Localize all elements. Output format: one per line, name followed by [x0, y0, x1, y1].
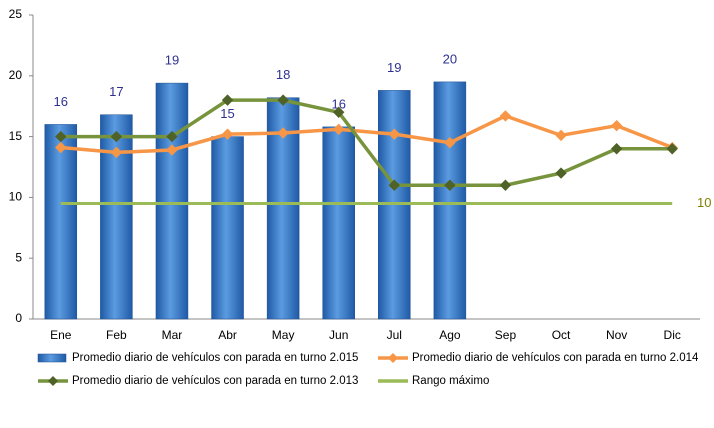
- value-label: 19: [387, 60, 401, 75]
- marker: [666, 143, 678, 155]
- x-tick-label: Abr: [218, 328, 237, 342]
- legend-label: Rango máximo: [412, 375, 489, 387]
- value-label: 20: [443, 51, 457, 66]
- marker: [388, 128, 400, 140]
- value-label: 16: [331, 96, 345, 111]
- marker: [166, 130, 178, 143]
- marker: [499, 110, 512, 122]
- marker: [499, 179, 512, 191]
- line: [60, 114, 673, 155]
- marker: [277, 94, 289, 106]
- value-label: 15: [220, 106, 234, 121]
- y-tick-label: 25: [9, 7, 23, 21]
- y-tick-label: 10: [9, 190, 23, 204]
- legend-label: Promedio diario de vehículos con parada …: [412, 352, 699, 364]
- y-tick-label: 0: [15, 311, 22, 325]
- marker: [221, 94, 234, 106]
- legend-label: Promedio diario de vehículos con parada …: [72, 375, 358, 387]
- marker: [610, 143, 623, 155]
- marker: [333, 123, 345, 136]
- x-tick-label: Ene: [50, 328, 72, 342]
- value-label: 18: [276, 67, 290, 82]
- marker: [55, 130, 67, 143]
- x-tick-label: Jul: [387, 328, 402, 342]
- value-label: 16: [54, 94, 68, 109]
- bar: [155, 82, 189, 320]
- y-tick-label: 15: [9, 129, 23, 143]
- marker: [610, 119, 623, 132]
- marker: [166, 144, 178, 156]
- marker: [388, 179, 400, 191]
- x-tick-label: Oct: [552, 328, 571, 342]
- y-tick-label: 20: [9, 68, 23, 82]
- marker: [555, 129, 567, 142]
- bar: [100, 114, 133, 320]
- x-tick-label: Ago: [439, 328, 461, 342]
- x-tick-label: Jun: [329, 328, 348, 342]
- x-tick-label: Feb: [106, 328, 127, 342]
- legend-label: Promedio diario de vehículos con parada …: [72, 352, 358, 364]
- marker: [444, 136, 456, 149]
- marker: [555, 167, 567, 179]
- line: [60, 98, 673, 187]
- marker: [110, 130, 123, 143]
- bar: [44, 124, 78, 320]
- legend-swatch: [37, 353, 67, 363]
- marker: [221, 128, 234, 140]
- value-label: 19: [165, 53, 179, 68]
- x-tick-label: Sep: [495, 328, 517, 342]
- legend-marker: [48, 376, 58, 386]
- bar: [322, 126, 355, 320]
- bar: [433, 81, 467, 320]
- marker: [444, 179, 456, 191]
- x-tick-label: Mar: [162, 328, 183, 342]
- value-label: 10: [697, 195, 711, 210]
- marker: [333, 106, 345, 118]
- marker: [55, 141, 67, 154]
- x-tick-label: May: [272, 328, 295, 342]
- y-tick-label: 5: [15, 250, 22, 264]
- marker: [277, 127, 289, 139]
- bar: [211, 136, 244, 320]
- x-tick-label: Nov: [606, 328, 627, 342]
- marker: [110, 146, 123, 159]
- value-label: 17: [109, 84, 123, 99]
- legend-marker: [388, 353, 398, 363]
- x-tick-label: Dic: [664, 328, 681, 342]
